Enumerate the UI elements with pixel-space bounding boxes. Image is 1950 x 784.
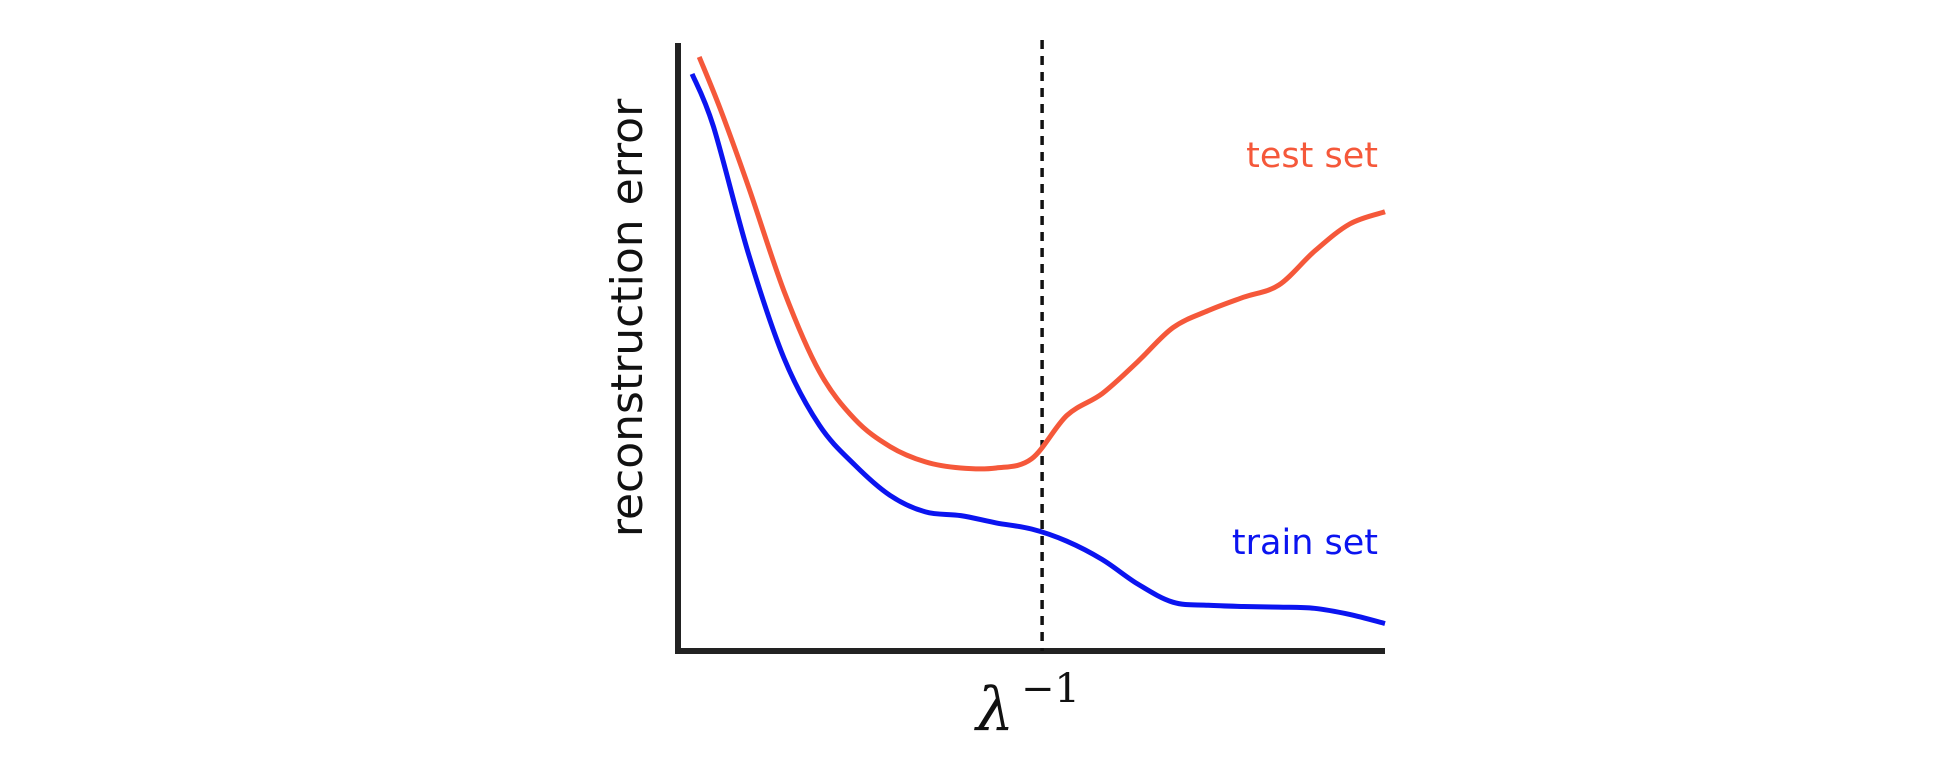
series-layer xyxy=(689,55,1386,626)
x-axis-label-exponent: −1 xyxy=(1021,666,1080,712)
series-line-train-set xyxy=(689,72,1386,626)
x-axis-label-base: λ xyxy=(974,675,1014,745)
y-axis-label: reconstruction error xyxy=(602,98,653,537)
x-axis-label: λ −1 xyxy=(974,666,1080,745)
plot-area: test set train set xyxy=(675,40,1386,654)
series-label-test-set: test set xyxy=(1246,136,1378,176)
series-line-test-set xyxy=(696,55,1386,472)
series-label-train-set: train set xyxy=(1232,523,1378,563)
series-labels: test set train set xyxy=(1232,136,1378,563)
